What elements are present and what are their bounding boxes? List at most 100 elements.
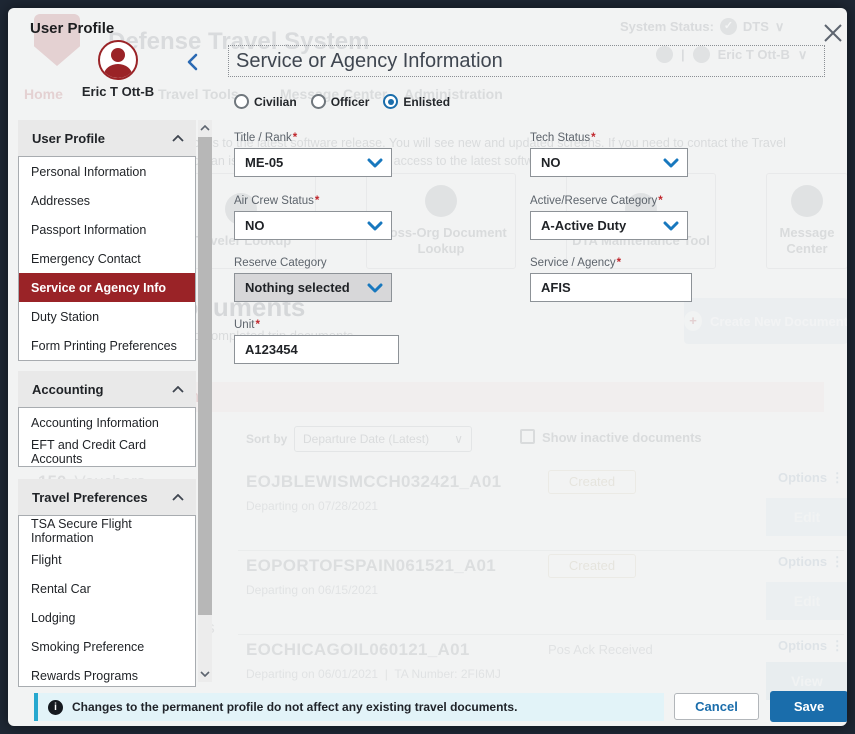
radio-officer[interactable]: Officer — [310, 94, 369, 109]
field-unit: Unit* — [234, 319, 399, 364]
kebab-icon: ⋮ — [830, 554, 844, 569]
page-heading-box: Service or Agency Information — [228, 45, 825, 77]
sidebar-group-user-profile-items: Personal Information Addresses Passport … — [18, 156, 196, 361]
documents-icon — [425, 185, 457, 218]
system-status: System Status: ✓ DTS ∨ — [620, 18, 785, 35]
sidebar-item-rental-car[interactable]: Rental Car — [31, 581, 91, 596]
tech-status-select[interactable]: NO — [530, 148, 688, 177]
active-reserve-category-select[interactable]: A-Active Duty — [530, 211, 688, 240]
close-icon[interactable] — [818, 18, 847, 48]
field-service-agency: Service / Agency* — [530, 257, 692, 302]
required-asterisk: * — [314, 195, 320, 207]
status-badge: Created — [548, 470, 636, 494]
info-icon: i — [48, 699, 63, 715]
sidebar-item-lodging[interactable]: Lodging — [31, 610, 76, 625]
options-link: Options ⋮ — [778, 638, 844, 653]
sidebar-group-travel-preferences-items: TSA Secure Flight Information Flight Ren… — [18, 515, 196, 687]
required-asterisk: * — [292, 132, 298, 144]
document-row: EOCHICAGOIL060121_A01 Departing on 06/01… — [246, 638, 847, 700]
document-row: EOPORTOFSPAIN061521_A01 Departing on 06/… — [246, 554, 847, 620]
divider — [238, 550, 844, 551]
sidebar-item-eft-credit-card-accounts[interactable]: EFT and Credit Card Accounts — [31, 437, 147, 466]
sidebar-item-service-or-agency-info[interactable]: Service or Agency Info — [19, 273, 195, 302]
unit-input-wrap — [234, 335, 399, 364]
sidebar-group-accounting[interactable]: Accounting — [18, 371, 196, 407]
chevron-up-icon — [172, 134, 184, 142]
required-asterisk: * — [616, 257, 622, 269]
sidebar-item-flight[interactable]: Flight — [31, 552, 62, 567]
status-text: Pos Ack Received — [548, 642, 653, 657]
tile-message-center: Message Center — [766, 173, 847, 269]
chevron-up-icon — [172, 385, 184, 393]
avatar — [98, 40, 138, 80]
field-tech-status: Tech Status* NO — [530, 132, 688, 177]
page-heading: Service or Agency Information — [236, 49, 503, 72]
sidebar-item-accounting-information[interactable]: Accounting Information — [31, 415, 159, 430]
radio-icon — [383, 94, 399, 109]
title-rank-select[interactable]: ME-05 — [234, 148, 392, 177]
service-agency-input-wrap — [530, 273, 692, 302]
scroll-up-icon[interactable] — [198, 120, 212, 136]
scrollbar-thumb[interactable] — [198, 137, 212, 615]
chevron-up-icon — [172, 493, 184, 501]
chevron-down-icon — [367, 221, 383, 230]
divider — [238, 634, 844, 635]
chevron-down-icon — [663, 158, 679, 167]
field-title-rank: Title / Rank* ME-05 — [234, 132, 392, 177]
radio-enlisted[interactable]: Enlisted — [383, 94, 450, 109]
sidebar-item-form-printing-preferences[interactable]: Form Printing Preferences — [31, 338, 177, 353]
radio-civilian[interactable]: Civilian — [234, 94, 297, 109]
back-chevron-icon[interactable] — [180, 50, 204, 74]
field-active-reserve-category: Active/Reserve Category* A-Active Duty — [530, 195, 688, 240]
unit-input[interactable] — [245, 342, 390, 357]
options-link: Options ⋮ — [778, 554, 844, 569]
cancel-button[interactable]: Cancel — [674, 693, 759, 720]
check-icon: ✓ — [719, 18, 737, 35]
chevron-down-icon — [663, 221, 679, 230]
sidebar-item-tsa-secure-flight-information[interactable]: TSA Secure Flight Information — [31, 516, 132, 545]
sidebar-item-duty-station[interactable]: Duty Station — [31, 309, 100, 324]
footer-notice: Changes to the permanent profile do not … — [72, 700, 518, 714]
radio-icon — [234, 94, 249, 109]
sort-by-label: Sort by — [246, 432, 288, 446]
edit-button: Edit — [766, 498, 847, 536]
sidebar-item-addresses[interactable]: Addresses — [31, 193, 91, 208]
chevron-down-icon — [367, 158, 383, 167]
footer-info-banner: i Changes to the permanent profile do no… — [34, 693, 664, 721]
options-link: Options ⋮ — [778, 470, 844, 485]
sidebar-scrollbar[interactable] — [198, 120, 212, 682]
sidebar-group-travel-preferences[interactable]: Travel Preferences — [18, 479, 196, 515]
bell-icon — [791, 185, 823, 218]
sort-select: Departure Date (Latest) ∨ — [294, 426, 472, 452]
required-asterisk: * — [658, 195, 663, 207]
save-button[interactable]: Save — [770, 691, 847, 722]
sidebar-group-user-profile[interactable]: User Profile — [18, 120, 196, 156]
field-reserve-category: Reserve Category Nothing selected — [234, 257, 392, 302]
create-new-document-button: + Create New Document — [684, 298, 847, 344]
sidebar-item-emergency-contact[interactable]: Emergency Contact — [31, 251, 141, 266]
plus-icon: + — [684, 311, 703, 331]
document-row: EOJBLEWISMCCH032421_A01 Departing on 07/… — [246, 470, 847, 536]
sidebar-item-personal-information[interactable]: Personal Information — [31, 164, 147, 179]
sidebar-item-rewards-programs[interactable]: Rewards Programs — [31, 668, 138, 683]
sidebar-item-smoking-preference[interactable]: Smoking Preference — [31, 639, 145, 654]
sidebar-group-accounting-items: Accounting Information EFT and Credit Ca… — [18, 407, 196, 467]
user-profile-modal: Defense Travel System System Status: ✓ D… — [8, 8, 847, 726]
profile-user-name: Eric T Ott-B — [81, 84, 155, 99]
category-radio-group: Civilian Officer Enlisted — [234, 94, 450, 109]
chevron-down-icon: ∨ — [454, 432, 463, 446]
radio-icon — [310, 94, 326, 109]
service-agency-input[interactable] — [541, 280, 683, 295]
scroll-down-icon[interactable] — [198, 666, 212, 682]
show-inactive-label: Show inactive documents — [542, 430, 702, 445]
required-asterisk: * — [255, 319, 260, 331]
air-crew-status-select[interactable]: NO — [234, 211, 392, 240]
status-badge: Created — [548, 554, 636, 578]
reserve-category-select[interactable]: Nothing selected — [234, 273, 392, 302]
edit-button: Edit — [766, 582, 847, 620]
sidebar-item-passport-information[interactable]: Passport Information — [31, 222, 147, 237]
modal-title: User Profile — [30, 20, 115, 37]
chevron-down-icon: ∨ — [774, 18, 785, 34]
kebab-icon: ⋮ — [830, 470, 844, 485]
field-air-crew-status: Air Crew Status* NO — [234, 195, 392, 240]
